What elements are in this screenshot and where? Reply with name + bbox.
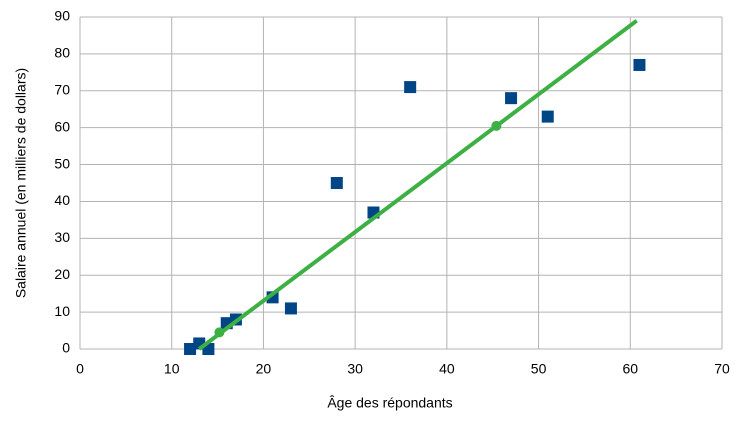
point xyxy=(404,81,417,94)
trend-point xyxy=(214,327,225,338)
x-tick-label: 70 xyxy=(714,361,730,377)
x-tick-label: 20 xyxy=(256,361,272,377)
point xyxy=(541,110,554,123)
y-axis-label: Salaire annuel (en milliers de dollars) xyxy=(13,68,29,298)
x-tick-label: 30 xyxy=(347,361,363,377)
y-tick-label: 80 xyxy=(54,45,70,61)
x-tick-label: 60 xyxy=(622,361,638,377)
y-tick-label: 20 xyxy=(54,266,70,282)
point xyxy=(505,92,518,105)
x-tick-label: 50 xyxy=(531,361,547,377)
x-axis-label: Âge des répondants xyxy=(327,395,452,411)
x-tick-label: 10 xyxy=(164,361,180,377)
x-tick-label: 0 xyxy=(76,361,84,377)
point xyxy=(330,177,343,189)
y-tick-label: 0 xyxy=(62,340,70,356)
y-tick-label: 60 xyxy=(54,118,70,134)
point xyxy=(184,343,197,355)
x-tick-label: 40 xyxy=(439,361,455,377)
point xyxy=(284,302,297,315)
trend-point xyxy=(491,120,502,131)
y-tick-label: 10 xyxy=(54,303,70,319)
trend-line xyxy=(198,19,638,351)
y-tick-label: 30 xyxy=(54,229,70,245)
y-tick-label: 40 xyxy=(54,192,70,208)
y-tick-label: 50 xyxy=(54,155,70,171)
y-tick-label: 70 xyxy=(54,81,70,97)
y-tick-label: 90 xyxy=(54,8,70,24)
point xyxy=(633,58,646,71)
